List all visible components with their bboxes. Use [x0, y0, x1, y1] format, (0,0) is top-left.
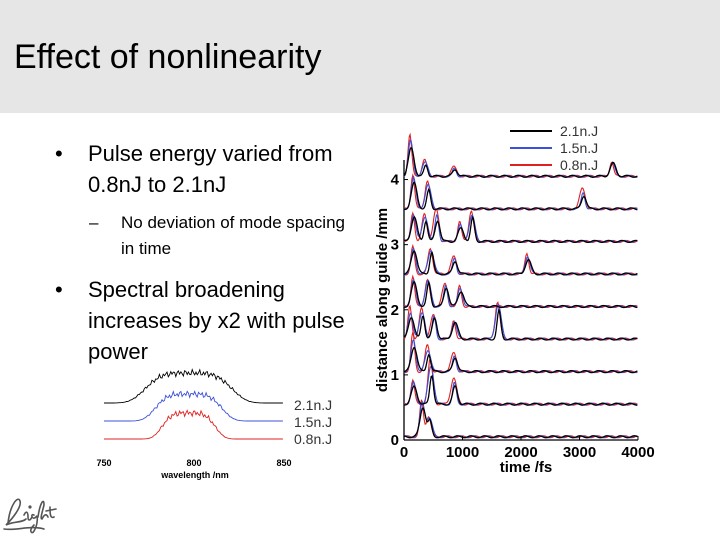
trace-line [403, 399, 638, 439]
trace-line [403, 274, 638, 309]
legend-label: 2.1n.J [560, 123, 598, 139]
plot-area: 0 1000 2000 3000 4000 0 1 2 3 4 [391, 132, 655, 461]
trace-line [403, 332, 638, 374]
trace-line [403, 250, 638, 276]
bullet-2-text: Spectral broadening increases by x2 with… [88, 277, 345, 364]
bullet-1-text: Pulse energy varied from 0.8nJ to 2.1nJ [88, 141, 333, 197]
bullet-1: • Pulse energy varied from 0.8nJ to 2.1n… [55, 138, 355, 200]
trace-line [403, 132, 638, 178]
spectrum-chart: 750 800 850 wavelength /nm 2.1n.J 1.5n.J 0… [96, 368, 332, 480]
trace-line [403, 338, 638, 374]
y-tick-label: 0 [391, 432, 399, 449]
trace-line [403, 215, 638, 244]
x-tick-group: 0 1000 2000 3000 4000 [400, 436, 655, 461]
spectrum-x-tick-label: 800 [186, 458, 201, 468]
trace-line [403, 407, 638, 439]
main-chart: 0 1000 2000 3000 4000 0 1 2 3 4 time /fs distanc… [374, 123, 655, 476]
y-tick-label: 3 [391, 237, 399, 254]
trace-line [403, 307, 638, 341]
spectrum-x-tick-label: 850 [276, 458, 291, 468]
trace-line [403, 346, 638, 374]
spectrum-legend-label: 1.5n.J [294, 414, 332, 430]
y-axis-label: distance along guide /mm [374, 208, 391, 392]
legend: 2.1n.J 1.5n.J 0.8n.J [510, 123, 598, 173]
spectrum-line [104, 390, 283, 422]
x-axis-label: time /fs [500, 459, 553, 476]
trace-line [403, 247, 638, 276]
light-logo-icon [3, 498, 57, 534]
spectrum-trace-group [104, 368, 283, 440]
spectrum-legend: 2.1n.J 1.5n.J 0.8n.J [294, 397, 332, 447]
trace-line [404, 173, 638, 211]
spectrum-legend-label: 2.1n.J [294, 397, 332, 413]
trace-line [403, 355, 638, 406]
y-tick-label: 1 [391, 367, 399, 384]
slide-title: Effect of nonlinearity [14, 38, 322, 76]
legend-label: 1.5n.J [560, 140, 598, 156]
trace-line [403, 146, 638, 178]
bullet-2: • Spectral broadening increases by x2 wi… [55, 274, 355, 367]
spectrum-legend-label: 0.8n.J [294, 431, 332, 447]
y-tick-label: 4 [391, 172, 400, 189]
bullet-1-sub-1: – No deviation of mode spacing in time [89, 210, 355, 262]
trace-line [403, 374, 638, 406]
trace-line [403, 280, 638, 309]
x-tick-label: 1000 [446, 444, 479, 461]
y-tick-label: 2 [391, 302, 399, 319]
spectrum-x-axis-label: wavelength /nm [160, 470, 229, 480]
legend-label: 0.8n.J [560, 157, 598, 173]
bullet-marker: • [55, 141, 63, 166]
spectrum-line [104, 409, 283, 440]
sub-bullet-marker: – [89, 213, 99, 232]
y-tick-group: 0 1 2 3 4 [391, 172, 408, 449]
trace-group [403, 132, 638, 439]
title-bar [0, 0, 720, 113]
trace-line [403, 244, 638, 276]
spectrum-x-tick-label: 750 [96, 458, 111, 468]
trace-line [403, 175, 638, 211]
bullet-1-sub-1-text: No deviation of mode spacing in time [121, 213, 345, 258]
x-tick-label: 3000 [563, 444, 596, 461]
bullet-marker: • [55, 277, 63, 302]
trace-line [403, 181, 638, 211]
trace-line [403, 139, 638, 178]
x-tick-label: 2000 [504, 444, 537, 461]
spectrum-line [104, 368, 283, 404]
spectrum-x-tick-group: 750 800 850 [96, 458, 291, 468]
bullet-list: • Pulse energy varied from 0.8nJ to 2.1n… [55, 138, 355, 367]
x-tick-label: 4000 [621, 444, 654, 461]
trace-line [403, 400, 638, 439]
x-tick-label: 0 [400, 444, 408, 461]
